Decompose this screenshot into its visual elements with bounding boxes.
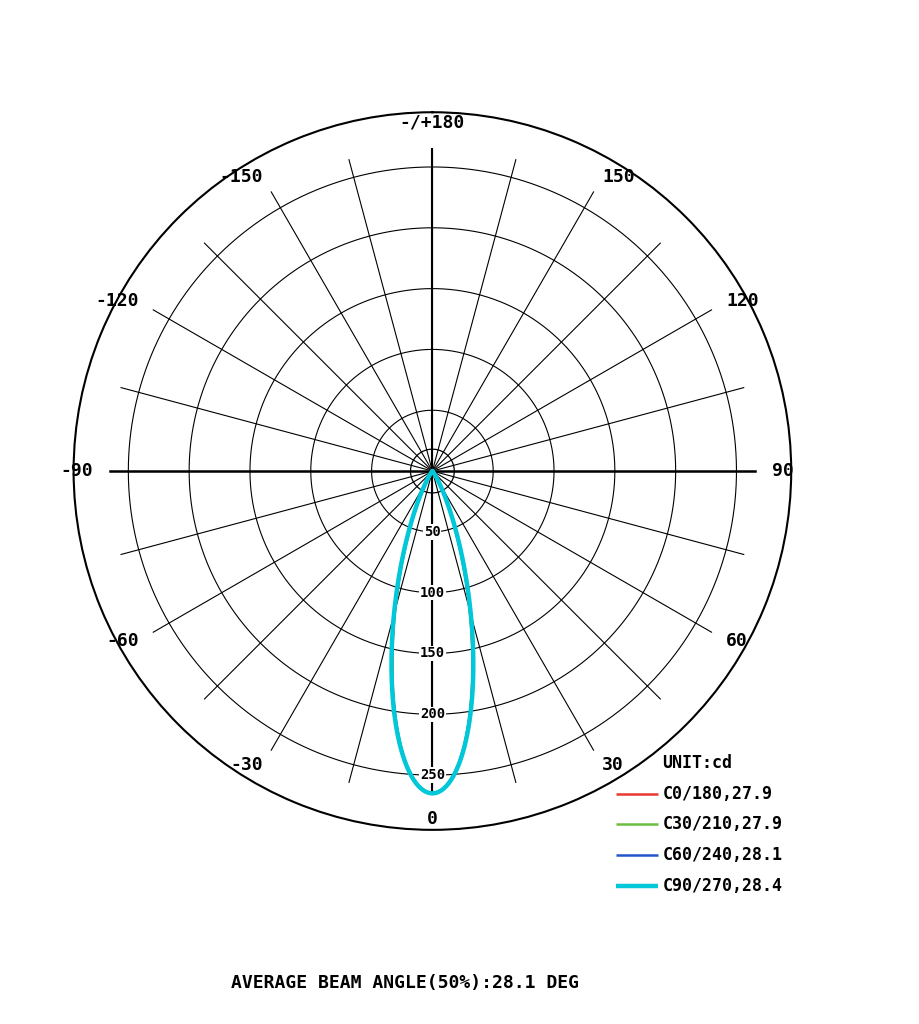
Text: -30: -30	[230, 756, 263, 774]
Text: AVERAGE BEAM ANGLE(50%):28.1 DEG: AVERAGE BEAM ANGLE(50%):28.1 DEG	[231, 974, 578, 992]
Text: C90/270,28.4: C90/270,28.4	[662, 877, 781, 895]
Text: -150: -150	[219, 168, 263, 186]
Text: C60/240,28.1: C60/240,28.1	[662, 846, 781, 864]
Text: C0/180,27.9: C0/180,27.9	[662, 784, 772, 803]
Text: 200: 200	[419, 708, 445, 721]
Text: 30: 30	[601, 756, 623, 774]
Text: 0: 0	[426, 810, 437, 828]
Text: -90: -90	[61, 462, 93, 480]
Text: -120: -120	[95, 293, 139, 310]
Text: 50: 50	[424, 525, 440, 539]
Text: -60: -60	[106, 632, 139, 649]
Text: 150: 150	[601, 168, 634, 186]
Text: -/+180: -/+180	[400, 114, 464, 132]
Text: C30/210,27.9: C30/210,27.9	[662, 815, 781, 834]
Text: UNIT:cd: UNIT:cd	[662, 754, 732, 772]
Text: 90: 90	[771, 462, 792, 480]
Text: 250: 250	[419, 768, 445, 782]
Text: 150: 150	[419, 646, 445, 660]
Text: 60: 60	[725, 632, 747, 649]
Text: 120: 120	[725, 293, 758, 310]
Text: 100: 100	[419, 586, 445, 600]
